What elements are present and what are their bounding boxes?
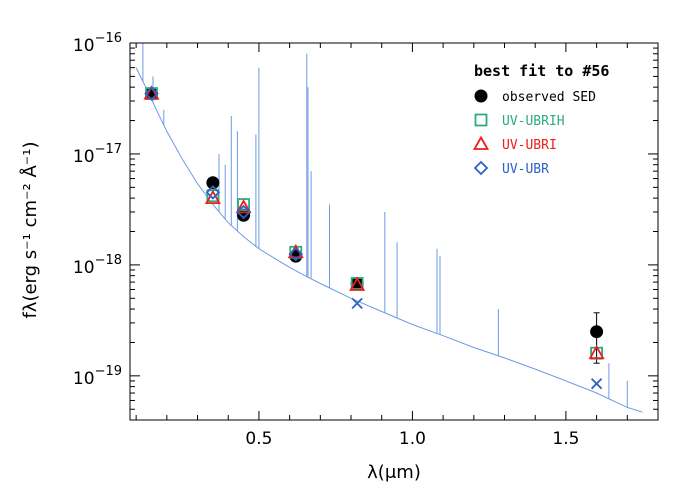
data-point: [204, 189, 221, 205]
x-tick-label: 1.5: [552, 429, 579, 449]
legend-marker: [473, 160, 489, 176]
data-point: [144, 86, 159, 101]
series-4: [351, 297, 603, 390]
data-point: [236, 204, 251, 220]
y-tick-label: 10−18: [73, 253, 122, 278]
x-tick-label: 1.0: [399, 429, 426, 449]
x-axis-label: λ(μm): [367, 462, 421, 483]
y-tick-label: 10−16: [73, 31, 122, 56]
data-point: [349, 276, 366, 291]
data-point: [237, 198, 250, 211]
series-2: [143, 85, 605, 360]
data-point: [205, 185, 221, 200]
legend-label: UV-UBR: [502, 162, 549, 177]
series-3: [144, 86, 304, 262]
data-points: [143, 85, 605, 390]
y-tick-label: 10−17: [73, 142, 122, 167]
legend-title: best fit to #56: [474, 62, 609, 80]
data-point: [588, 344, 605, 360]
y-axis-label: fλ(erg s⁻¹ cm⁻² Å⁻¹): [19, 141, 41, 318]
legend-marker: [472, 135, 490, 150]
legend-label: observed SED: [502, 90, 596, 105]
y-tick-label: 10−19: [73, 364, 122, 389]
legend-label: UV-UBRIH: [502, 114, 565, 129]
legend: best fit to #56 observed SED UV-UBRIH UV-U…: [472, 62, 609, 177]
legend-label: UV-UBRI: [502, 138, 557, 153]
axis-ticks: 0.5 1.0 1.5 10−19 10−18 10−17 10−16: [73, 31, 658, 449]
data-point: [590, 325, 604, 339]
data-point: [350, 276, 364, 290]
data-point: [206, 176, 220, 190]
legend-marker: [474, 89, 488, 103]
spectrum-continuum: [135, 67, 643, 413]
legend-marker: [474, 113, 488, 127]
x-tick-label: 0.5: [245, 429, 272, 449]
data-point: [235, 199, 252, 214]
data-point: [288, 246, 304, 262]
model-spectrum: [135, 43, 643, 413]
data-point: [590, 378, 603, 390]
data-point: [351, 297, 363, 310]
